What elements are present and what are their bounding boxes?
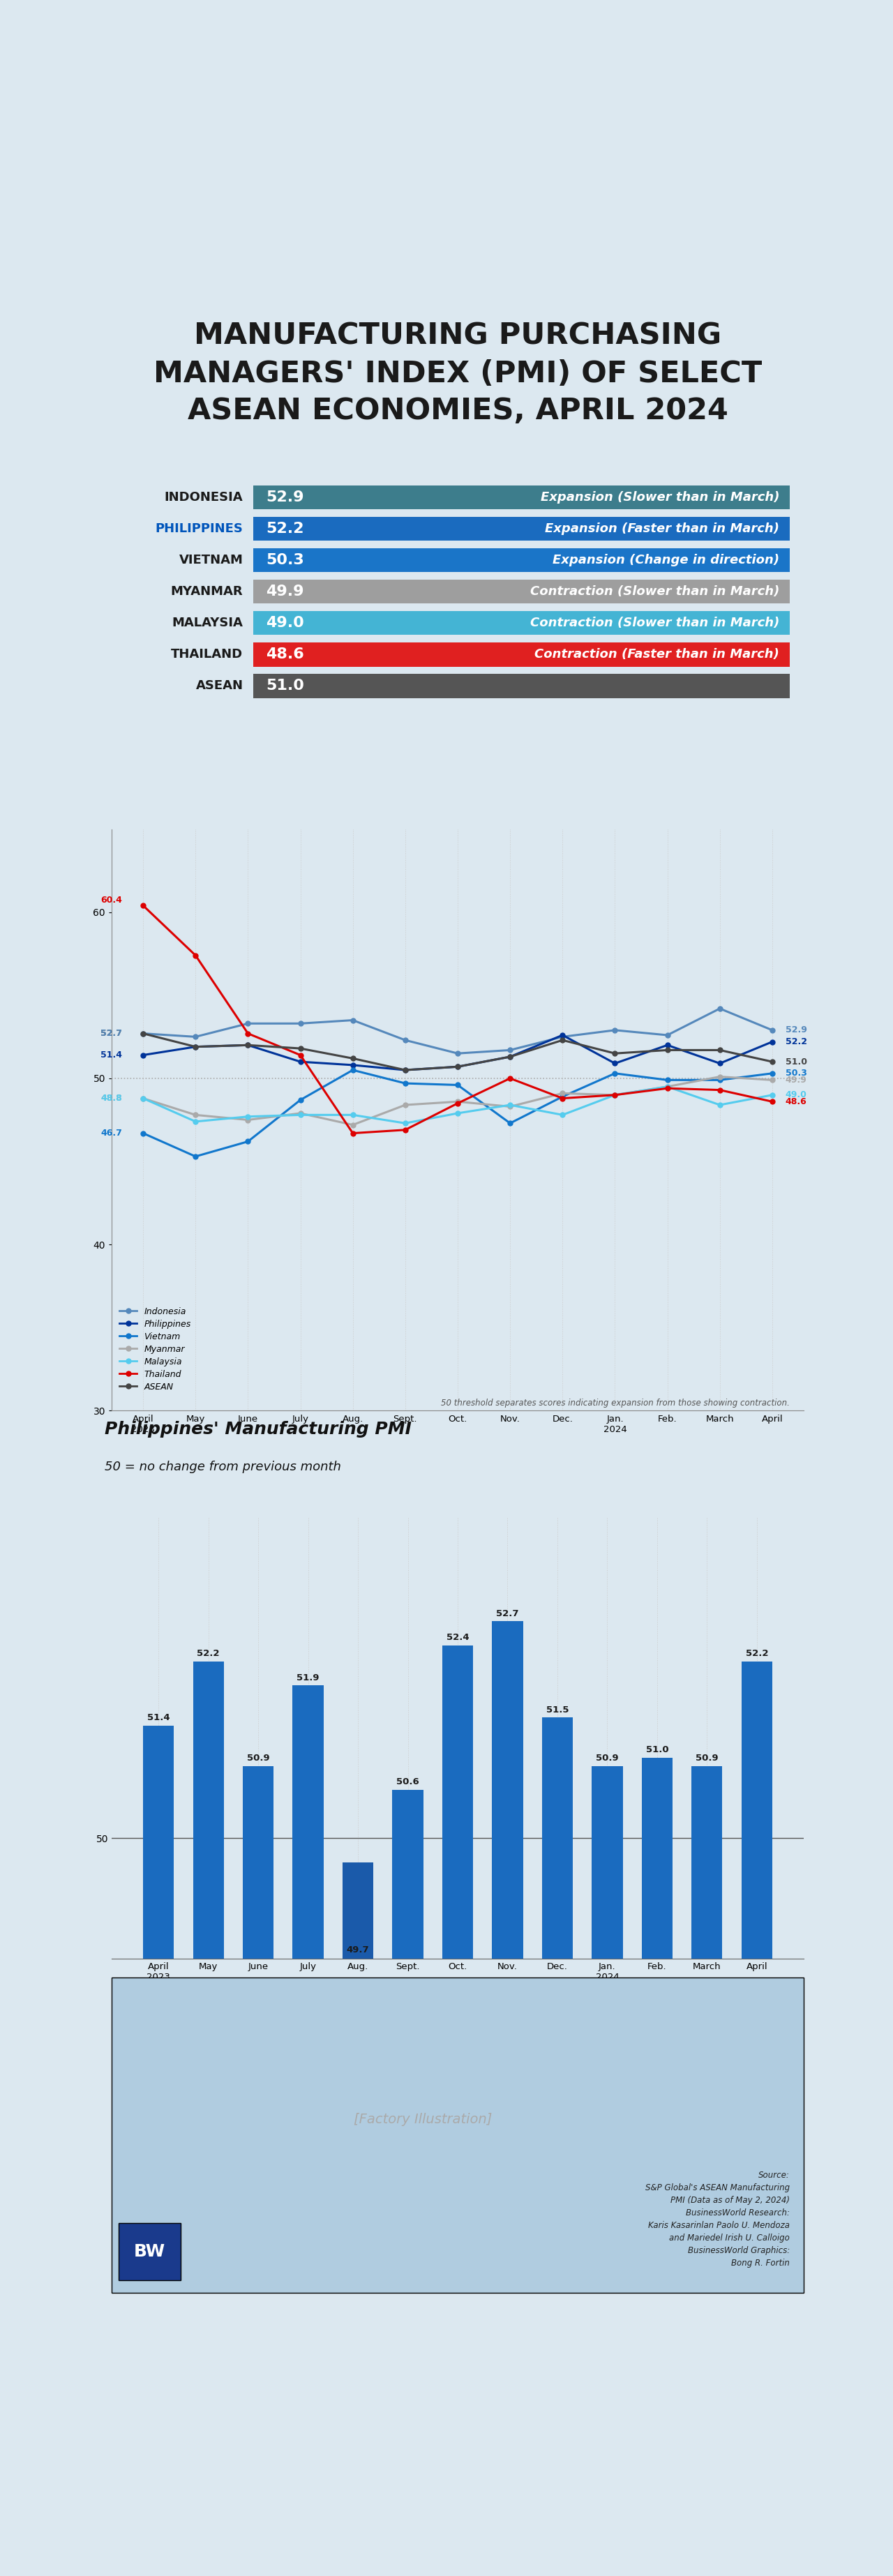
FancyBboxPatch shape xyxy=(254,611,789,636)
FancyBboxPatch shape xyxy=(254,580,789,603)
Text: 52.9: 52.9 xyxy=(266,489,304,505)
Text: INDONESIA: INDONESIA xyxy=(164,492,243,505)
Text: 51.9: 51.9 xyxy=(296,1674,320,1682)
Bar xyxy=(343,1862,373,2576)
Text: 49.0: 49.0 xyxy=(785,1090,807,1100)
Text: 50.3: 50.3 xyxy=(785,1069,807,1077)
Text: 52.4: 52.4 xyxy=(446,1633,469,1643)
Text: 51.0: 51.0 xyxy=(785,1056,807,1066)
Text: 50.6: 50.6 xyxy=(396,1777,419,1788)
Text: 52.2: 52.2 xyxy=(266,523,304,536)
FancyBboxPatch shape xyxy=(119,2223,180,2280)
Text: Philippines' Manufacturing PMI: Philippines' Manufacturing PMI xyxy=(104,1422,412,1437)
FancyBboxPatch shape xyxy=(112,1978,804,2293)
Text: 49.7: 49.7 xyxy=(346,1945,370,1955)
Bar xyxy=(691,1765,722,2576)
Bar xyxy=(392,1790,423,2576)
Text: 49.9: 49.9 xyxy=(266,585,304,598)
Text: PHILIPPINES: PHILIPPINES xyxy=(155,523,243,536)
Text: 48.6: 48.6 xyxy=(785,1097,806,1105)
Text: 50.9: 50.9 xyxy=(596,1754,619,1762)
Text: THAILAND: THAILAND xyxy=(171,649,243,662)
Bar xyxy=(741,1662,772,2576)
Text: 50.9: 50.9 xyxy=(696,1754,718,1762)
Text: MANUFACTURING PURCHASING
MANAGERS' INDEX (PMI) OF SELECT
ASEAN ECONOMIES, APRIL : MANUFACTURING PURCHASING MANAGERS' INDEX… xyxy=(154,322,762,425)
Legend: Indonesia, Philippines, Vietnam, Myanmar, Malaysia, Thailand, ASEAN: Indonesia, Philippines, Vietnam, Myanmar… xyxy=(116,1303,195,1394)
Text: BW: BW xyxy=(134,2244,165,2259)
Text: 52.2: 52.2 xyxy=(197,1649,220,1659)
Text: 52.9: 52.9 xyxy=(785,1025,807,1036)
Text: Contraction (Slower than in March): Contraction (Slower than in March) xyxy=(530,585,780,598)
Bar xyxy=(492,1620,523,2576)
Text: Contraction (Faster than in March): Contraction (Faster than in March) xyxy=(535,649,780,662)
Text: MALAYSIA: MALAYSIA xyxy=(172,616,243,629)
Text: 50 = no change from previous month: 50 = no change from previous month xyxy=(104,1461,341,1473)
Bar xyxy=(243,1765,273,2576)
Bar xyxy=(143,1726,174,2576)
Text: 51.4: 51.4 xyxy=(147,1713,170,1723)
Text: 49.0: 49.0 xyxy=(266,616,305,631)
FancyBboxPatch shape xyxy=(254,641,789,667)
Text: 50 threshold separates scores indicating expansion from those showing contractio: 50 threshold separates scores indicating… xyxy=(441,1399,789,1409)
Text: 50.9: 50.9 xyxy=(246,1754,270,1762)
Text: 48.8: 48.8 xyxy=(101,1095,122,1103)
Text: 60.4: 60.4 xyxy=(101,896,122,904)
Text: 48.6: 48.6 xyxy=(266,647,305,662)
Text: 49.9: 49.9 xyxy=(785,1074,806,1084)
Text: ASEAN: ASEAN xyxy=(196,680,243,693)
Text: VIETNAM: VIETNAM xyxy=(179,554,243,567)
Bar xyxy=(542,1718,572,2576)
FancyBboxPatch shape xyxy=(254,484,789,510)
Bar xyxy=(442,1646,473,2576)
Text: 51.0: 51.0 xyxy=(646,1747,669,1754)
Text: 52.2: 52.2 xyxy=(746,1649,768,1659)
FancyBboxPatch shape xyxy=(254,518,789,541)
Text: 52.7: 52.7 xyxy=(497,1610,519,1618)
Text: 46.7: 46.7 xyxy=(101,1128,122,1139)
Bar xyxy=(193,1662,224,2576)
Bar xyxy=(642,1757,672,2576)
Text: MYANMAR: MYANMAR xyxy=(171,585,243,598)
FancyBboxPatch shape xyxy=(254,675,789,698)
Text: 52.7: 52.7 xyxy=(101,1028,122,1038)
Text: 51.0: 51.0 xyxy=(266,680,305,693)
Text: Source:
S&P Global's ASEAN Manufacturing
PMI (Data as of May 2, 2024)
BusinessWo: Source: S&P Global's ASEAN Manufacturing… xyxy=(646,2172,789,2267)
Text: Expansion (Slower than in March): Expansion (Slower than in March) xyxy=(540,492,780,505)
Text: 52.2: 52.2 xyxy=(785,1038,807,1046)
Text: 50.3: 50.3 xyxy=(266,554,305,567)
Text: Expansion (Change in direction): Expansion (Change in direction) xyxy=(553,554,780,567)
Text: Expansion (Faster than in March): Expansion (Faster than in March) xyxy=(545,523,780,536)
Text: [Factory Illustration]: [Factory Illustration] xyxy=(354,2112,492,2125)
Text: 52.7: 52.7 xyxy=(101,1028,122,1038)
Text: Contraction (Slower than in March): Contraction (Slower than in March) xyxy=(530,616,780,629)
FancyBboxPatch shape xyxy=(254,549,789,572)
Text: 51.5: 51.5 xyxy=(546,1705,569,1716)
Text: 51.4: 51.4 xyxy=(101,1051,122,1059)
Bar xyxy=(293,1685,323,2576)
Text: 48.8: 48.8 xyxy=(101,1095,122,1103)
Bar xyxy=(592,1765,622,2576)
